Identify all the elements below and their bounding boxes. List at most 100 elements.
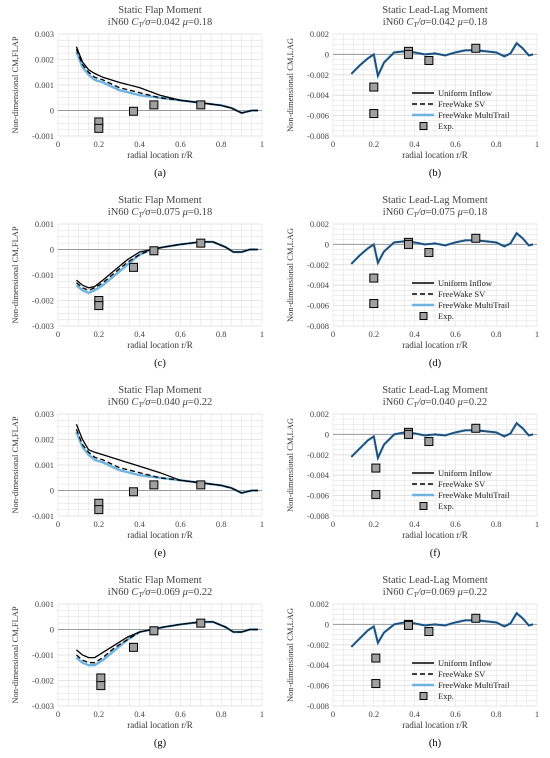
x-tick-label: 0 — [56, 709, 60, 719]
legend-label: Uniform Inflow — [438, 468, 493, 478]
legend-label: FreeWake SV — [438, 479, 486, 489]
x-tick-label: 0.6 — [175, 519, 186, 529]
grid — [332, 223, 538, 327]
x-tick-label: 1 — [535, 709, 539, 719]
y-tick-label: 0 — [325, 619, 329, 629]
legend-swatch-exp — [419, 312, 428, 320]
x-tick-label: 0.4 — [409, 329, 420, 339]
panel-caption: (c) — [154, 358, 166, 369]
chart-subtitle: iN60 CT/σ=0.040 μ=0.22 — [383, 397, 487, 409]
grid — [332, 603, 538, 707]
x-tick-label: 0.8 — [491, 709, 502, 719]
chart-subtitle: iN60 CT/σ=0.075 μ=0.18 — [108, 207, 212, 219]
chart-title: Static Flap Moment — [118, 195, 201, 206]
grid — [332, 413, 538, 517]
x-tick-label: 0.6 — [175, 329, 186, 339]
y-tick-label: -0.008 — [307, 701, 329, 711]
chart-title: Static Flap Moment — [118, 5, 201, 16]
exp-data-point — [128, 642, 138, 652]
x-tick-label: 0.8 — [491, 519, 502, 529]
x-tick-label: 0 — [331, 329, 335, 339]
x-tick-label: 0.6 — [175, 139, 186, 149]
x-tick-label: 0 — [331, 519, 335, 529]
series-line-freewake-multitrail — [350, 231, 534, 267]
exp-data-point — [424, 248, 434, 258]
legend-swatch-exp — [419, 692, 428, 700]
x-tick-label: 0.4 — [134, 519, 145, 529]
grid — [57, 33, 263, 137]
series-line-freewake-sv — [75, 429, 258, 494]
y-tick-label: -0.006 — [307, 111, 329, 121]
x-tick-label: 0.2 — [93, 139, 104, 149]
y-tick-label: -0.002 — [307, 260, 329, 270]
x-axis-label: radial location r/R — [402, 150, 467, 160]
exp-data-point — [96, 673, 106, 683]
x-tick-label: 1 — [260, 329, 264, 339]
y-tick-label: 0.002 — [310, 29, 329, 39]
series-line-freewake-sv — [350, 422, 534, 461]
exp-data-point — [149, 100, 159, 110]
x-tick-label: 1 — [535, 519, 539, 529]
y-axis-label: Non-dimensional CM,FLAP — [10, 416, 20, 514]
x-tick-label: 0.4 — [134, 139, 145, 149]
legend-label: FreeWake SV — [438, 289, 486, 299]
x-tick-label: 0.4 — [134, 329, 145, 339]
y-axis-label: Non-dimensional CM,FLAP — [10, 36, 20, 134]
y-tick-label: 0.001 — [35, 80, 54, 90]
exp-data-point — [196, 618, 206, 628]
y-tick-label: -0.008 — [307, 321, 329, 331]
chart-title: Static Flap Moment — [118, 575, 201, 586]
x-tick-label: 0.4 — [409, 709, 420, 719]
x-axis-label: radial location r/R — [127, 720, 192, 730]
y-tick-label: -0.003 — [32, 321, 54, 331]
series-line-uniform-inflow — [75, 423, 258, 494]
legend-label: FreeWake SV — [438, 99, 486, 109]
exp-data-point — [471, 613, 481, 623]
y-tick-label: -0.001 — [32, 131, 54, 141]
series-line-freewake-multitrail — [75, 431, 258, 495]
exp-data-point — [149, 246, 159, 256]
y-tick-label: 0 — [50, 245, 54, 255]
chart-subtitle: iN60 CT/σ=0.040 μ=0.22 — [108, 397, 212, 409]
legend-label: Uniform Inflow — [438, 278, 493, 288]
panel-caption: (b) — [429, 168, 442, 179]
y-axis-label: Non-dimensional CM,LAG — [285, 608, 295, 702]
chart-subtitle: iN60 CT/σ=0.042 μ=0.18 — [383, 17, 487, 29]
y-tick-label: -0.002 — [32, 676, 54, 686]
y-tick-label: 0 — [325, 239, 329, 249]
series-line-overlap — [350, 421, 534, 461]
y-tick-label: -0.008 — [307, 131, 329, 141]
legend-label: FreeWake MultiTrail — [438, 300, 510, 310]
x-tick-label: 0.2 — [93, 519, 104, 529]
y-tick-label: 0.003 — [35, 29, 54, 39]
exp-data-point — [96, 681, 106, 691]
series-line-freewake-multitrail — [75, 51, 258, 115]
legend-swatch-exp — [419, 122, 428, 130]
x-tick-label: 0.2 — [93, 329, 104, 339]
y-tick-label: 0.002 — [310, 219, 329, 229]
chart-title: Static Lead-Lag Moment — [382, 575, 488, 586]
panel-caption: (h) — [429, 738, 442, 749]
chart-title: Static Lead-Lag Moment — [382, 385, 488, 396]
y-tick-label: -0.004 — [307, 90, 330, 100]
exp-data-point — [424, 437, 434, 447]
legend-label: Exp. — [438, 691, 454, 701]
x-tick-label: 0.2 — [368, 139, 379, 149]
exp-data-point — [371, 679, 381, 689]
y-tick-label: -0.008 — [307, 511, 329, 521]
legend-label: Exp. — [438, 311, 454, 321]
x-tick-label: 0.6 — [450, 139, 461, 149]
y-tick-label: 0.002 — [35, 435, 54, 445]
y-axis-label: Non-dimensional CM,LAG — [285, 418, 295, 512]
panel-caption: (e) — [154, 548, 166, 559]
y-tick-label: 0.001 — [35, 599, 54, 609]
y-tick-label: -0.002 — [307, 70, 329, 80]
x-tick-label: 0.2 — [93, 709, 104, 719]
exp-data-point — [94, 505, 104, 515]
